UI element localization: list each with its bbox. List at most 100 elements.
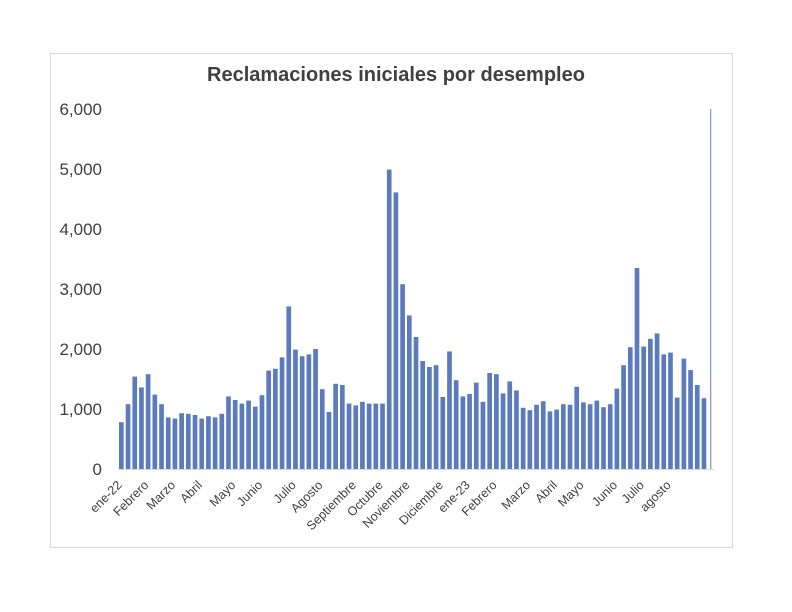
bar bbox=[152, 394, 158, 469]
bar bbox=[694, 385, 700, 469]
x-tick-label: Abril bbox=[177, 478, 205, 506]
bar bbox=[246, 400, 251, 469]
bar bbox=[427, 367, 432, 469]
bar bbox=[601, 407, 606, 469]
bar bbox=[420, 361, 426, 469]
bar bbox=[413, 337, 419, 469]
bar bbox=[206, 416, 211, 469]
bar bbox=[547, 411, 553, 469]
bar bbox=[467, 394, 472, 469]
bar bbox=[406, 315, 412, 469]
bar bbox=[527, 410, 533, 469]
bar bbox=[119, 422, 124, 469]
y-tick-label: 6,000 bbox=[59, 100, 102, 119]
bar bbox=[159, 404, 164, 469]
bar bbox=[648, 338, 653, 469]
bar bbox=[293, 349, 298, 469]
bar bbox=[319, 389, 325, 469]
bar bbox=[333, 383, 338, 469]
bar bbox=[373, 403, 379, 469]
bar bbox=[641, 346, 647, 469]
bar bbox=[346, 403, 352, 469]
bar bbox=[393, 192, 399, 469]
bar bbox=[607, 404, 613, 469]
x-tick-label: Marzo bbox=[499, 478, 533, 512]
bar bbox=[460, 396, 466, 469]
bar bbox=[279, 357, 285, 469]
bar bbox=[627, 347, 633, 469]
bar bbox=[433, 365, 439, 469]
y-tick-label: 0 bbox=[93, 460, 102, 479]
bar bbox=[273, 368, 278, 469]
bar bbox=[266, 370, 272, 469]
bar bbox=[185, 413, 191, 469]
bar bbox=[473, 382, 479, 469]
bar bbox=[688, 370, 693, 469]
bar bbox=[179, 413, 184, 469]
y-tick-label: 4,000 bbox=[59, 220, 102, 239]
bar bbox=[480, 401, 486, 469]
bar bbox=[621, 365, 626, 469]
bar bbox=[239, 403, 245, 469]
bar bbox=[567, 404, 573, 469]
x-tick-label: Mayo bbox=[207, 478, 239, 510]
bar bbox=[447, 351, 452, 469]
bar bbox=[252, 406, 258, 469]
bar bbox=[165, 417, 171, 469]
bar bbox=[219, 413, 225, 469]
bar bbox=[286, 306, 292, 469]
bar bbox=[199, 418, 205, 469]
bar bbox=[587, 404, 593, 469]
bar bbox=[380, 403, 385, 469]
bar bbox=[710, 109, 712, 469]
bar bbox=[540, 401, 546, 469]
x-tick-label: Junio bbox=[589, 478, 620, 509]
y-tick-label: 1,000 bbox=[59, 400, 102, 419]
bar bbox=[139, 387, 144, 469]
y-tick-label: 5,000 bbox=[59, 160, 102, 179]
bar bbox=[520, 407, 526, 469]
bar bbox=[386, 169, 392, 469]
chart-title: Reclamaciones iniciales por desempleo bbox=[207, 64, 585, 86]
bar bbox=[674, 397, 680, 469]
bars bbox=[119, 109, 712, 469]
x-tick-label: Marzo bbox=[144, 478, 178, 512]
bar bbox=[514, 390, 519, 469]
x-tick-label: agosto bbox=[637, 478, 673, 514]
bar bbox=[306, 354, 312, 469]
bar bbox=[634, 268, 640, 469]
bar bbox=[259, 395, 265, 469]
bar bbox=[360, 401, 365, 469]
bar bbox=[654, 333, 660, 469]
x-tick-label: Junio bbox=[234, 478, 265, 509]
bar bbox=[581, 402, 586, 469]
x-tick-label: Mayo bbox=[555, 478, 587, 510]
bar bbox=[313, 349, 318, 469]
bar bbox=[212, 417, 218, 469]
bar bbox=[299, 356, 305, 469]
bar bbox=[440, 397, 446, 469]
bar bbox=[614, 388, 620, 469]
bar bbox=[326, 412, 332, 469]
bar bbox=[226, 396, 231, 469]
y-tick-label: 2,000 bbox=[59, 340, 102, 359]
bar bbox=[172, 418, 178, 469]
bar bbox=[574, 386, 580, 469]
bar bbox=[145, 374, 151, 469]
bar bbox=[339, 385, 345, 469]
bar bbox=[494, 374, 499, 469]
bar bbox=[353, 405, 359, 469]
bar bbox=[366, 403, 372, 469]
bar bbox=[232, 400, 238, 469]
bar bbox=[554, 409, 559, 469]
bar bbox=[192, 415, 198, 469]
bar bbox=[560, 404, 566, 469]
bar bbox=[668, 352, 673, 469]
bar bbox=[125, 404, 131, 469]
bar bbox=[487, 373, 493, 469]
bar bbox=[594, 400, 600, 469]
bar bbox=[701, 398, 707, 469]
bar bbox=[681, 358, 687, 469]
